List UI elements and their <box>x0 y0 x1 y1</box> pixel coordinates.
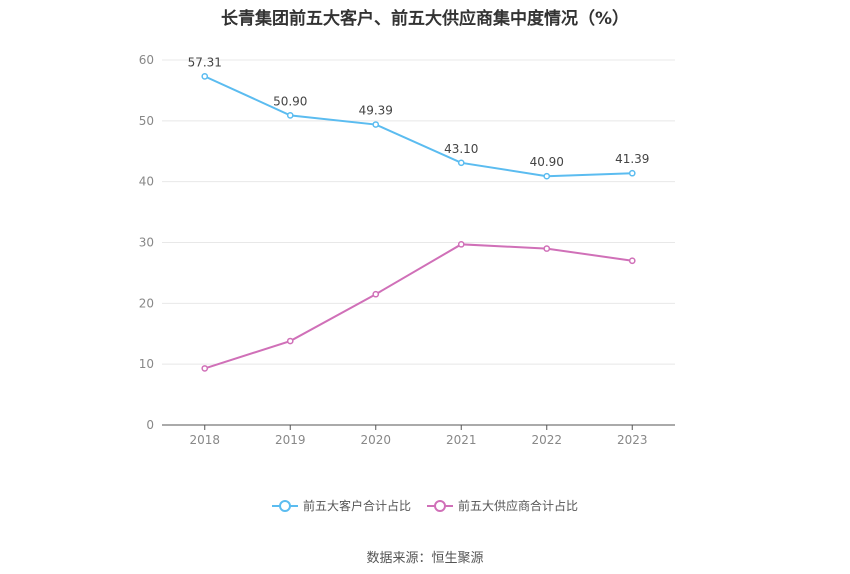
x-tick-label: 2020 <box>360 433 391 447</box>
chart-title: 长青集团前五大客户、前五大供应商集中度情况（%） <box>220 9 630 29</box>
data-label: 49.39 <box>359 104 393 118</box>
x-tick-label: 2022 <box>531 433 562 447</box>
y-tick-label: 10 <box>139 357 154 371</box>
data-point <box>543 245 551 252</box>
series-line <box>204 243 633 370</box>
x-axis: 2018 2019 2020 2021 2022 2023 <box>162 424 675 447</box>
y-tick-label: 50 <box>139 114 154 128</box>
data-label: 40.90 <box>530 155 564 169</box>
y-tick-label: 20 <box>139 296 154 310</box>
y-tick-label: 0 <box>146 418 154 432</box>
series-2 <box>201 240 636 372</box>
legend-marker-icon <box>427 499 453 512</box>
data-point <box>457 240 465 248</box>
data-label: 50.90 <box>273 94 307 108</box>
data-point <box>201 365 209 372</box>
gridlines <box>162 59 675 365</box>
data-point <box>286 337 294 345</box>
data-label: 41.39 <box>615 152 649 166</box>
legend-label: 前五大供应商合计占比 <box>458 499 579 513</box>
data-point <box>372 121 380 128</box>
data-point <box>628 169 636 177</box>
data-point <box>628 257 636 265</box>
data-point <box>286 112 294 119</box>
y-tick-label: 60 <box>139 53 154 67</box>
x-tick-label: 2019 <box>275 433 306 447</box>
legend-item-2[interactable]: 前五大供应商合计占比 <box>427 497 578 514</box>
legend-label: 前五大客户合计占比 <box>302 499 411 513</box>
y-axis: 0 10 20 30 40 50 60 <box>139 53 154 432</box>
data-point <box>372 290 380 298</box>
source-note: 数据来源：恒生聚源 <box>366 551 484 566</box>
data-point <box>457 159 465 167</box>
x-tick-label: 2023 <box>617 433 648 447</box>
series-group: 57.31 50.90 49.39 43.10 40.90 41.39 <box>188 55 649 372</box>
data-label: 57.31 <box>188 55 222 69</box>
legend-marker-icon <box>271 499 298 512</box>
x-tick-label: 2018 <box>189 433 220 447</box>
series-1: 57.31 50.90 49.39 43.10 40.90 41.39 <box>188 55 649 180</box>
data-label: 43.10 <box>444 142 478 156</box>
series-line <box>204 75 633 178</box>
y-tick-label: 30 <box>139 236 154 250</box>
legend: 前五大客户合计占比 前五大供应商合计占比 <box>0 497 850 514</box>
data-point <box>201 73 209 80</box>
x-tick-label: 2021 <box>446 433 477 447</box>
y-tick-label: 40 <box>139 175 154 189</box>
legend-item-1[interactable]: 前五大客户合计占比 <box>271 497 411 514</box>
data-point <box>543 172 551 180</box>
